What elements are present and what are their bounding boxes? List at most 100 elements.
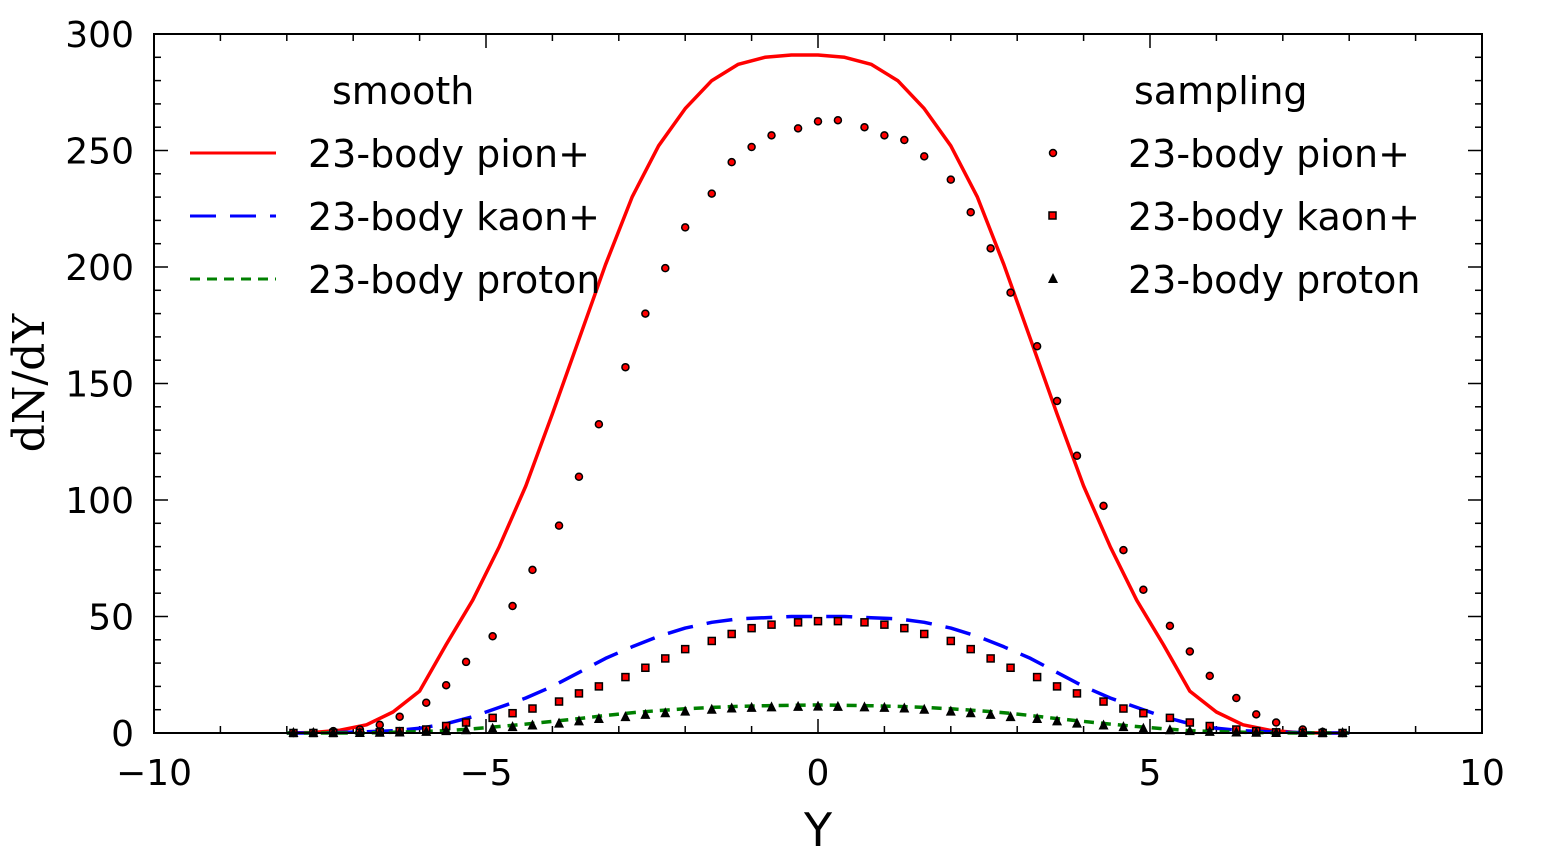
data-point [727,629,736,639]
data-point [747,142,756,152]
legend-swatch-pion-markers [1048,148,1058,158]
legend-label-kaon-markers: 23-body kaon+ [1128,195,1420,239]
data-point [395,712,404,721]
x-tick-label: −10 [116,753,192,794]
data-point [574,689,584,698]
data-point [1032,672,1042,682]
data-point [1052,396,1062,406]
data-point [593,713,604,724]
y-tick-label: 100 [65,481,134,522]
data-point [966,644,975,654]
y-tick-label: 150 [65,365,134,406]
data-point [374,726,385,737]
data-point [1205,671,1215,681]
data-point [507,721,518,732]
legend-swatch-proton-markers [1048,273,1058,283]
data-point [1052,715,1063,726]
data-point [879,701,890,712]
data-point [747,623,756,633]
data-point [1119,704,1128,713]
data-point [574,472,584,481]
data-point [421,698,431,707]
data-point [621,672,630,682]
data-point [1072,451,1082,460]
data-point [680,223,690,232]
data-point [1232,693,1241,703]
data-point [1185,718,1195,727]
data-point [833,616,843,626]
legend-title-smooth: smooth [332,69,474,113]
series-5 [288,700,1348,737]
data-point [706,703,717,714]
data-point [573,715,584,726]
data-point [554,717,565,728]
data-point [487,722,498,733]
data-point [680,644,690,654]
data-point [1006,663,1015,673]
data-point [1099,501,1108,511]
legend-label-proton-markers: 23-body proton [1128,258,1421,302]
data-point [1006,288,1015,297]
data-point [661,263,670,273]
data-point [1271,718,1281,727]
y-tick-label: 200 [65,248,134,289]
data-point [833,115,843,125]
data-point [859,701,870,712]
data-point [1071,717,1082,728]
data-point [554,697,564,706]
x-tick-label: 0 [807,753,830,794]
legend-label-kaon-line: 23-body kaon+ [308,195,600,239]
data-point [1099,697,1108,706]
data-point [880,131,889,140]
data-point [594,682,604,691]
data-point [1231,726,1242,737]
y-tick-label: 250 [65,132,134,173]
data-point [1139,708,1148,718]
data-point [1185,647,1195,656]
data-point [488,713,497,723]
data-point [1072,689,1082,698]
data-point [528,704,537,713]
data-point [746,701,757,712]
data-point [528,565,537,575]
data-point [527,719,538,730]
data-point [727,157,736,167]
data-point [707,636,717,646]
x-tick-label: 10 [1459,753,1505,794]
data-point [767,131,776,140]
data-point [860,618,869,627]
data-point [641,309,650,318]
data-point [1098,719,1109,730]
data-point [900,135,909,145]
data-point [813,700,823,711]
plot-frame [153,33,1483,734]
legend-label-pion-line: 23-body pion+ [308,132,590,176]
data-point [726,702,737,713]
y-tick-label: 0 [111,714,134,755]
data-point [1052,682,1062,691]
data-point [1251,726,1262,737]
data-point [1164,724,1175,735]
data-point [1005,711,1016,722]
data-point [640,708,651,719]
data-point [919,703,930,714]
data-point [900,623,909,633]
data-point [594,420,604,429]
data-point [488,632,497,641]
legend-smooth: smooth 23-body pion+ 23-body kaon+ 23-bo… [190,69,601,302]
data-point [1251,710,1261,719]
data-point [813,117,823,126]
data-point [919,629,929,639]
data-point [946,636,956,646]
data-point [1139,585,1148,594]
data-point [680,705,691,716]
data-point [919,152,929,161]
data-point [945,705,956,716]
data-point [508,601,517,611]
data-point [441,680,451,690]
data-point [986,654,995,663]
legend-sampling: sampling 23-body pion+ 23-body kaon+ 23-… [1048,69,1421,302]
data-point [860,122,869,132]
series-0 [286,53,1350,735]
